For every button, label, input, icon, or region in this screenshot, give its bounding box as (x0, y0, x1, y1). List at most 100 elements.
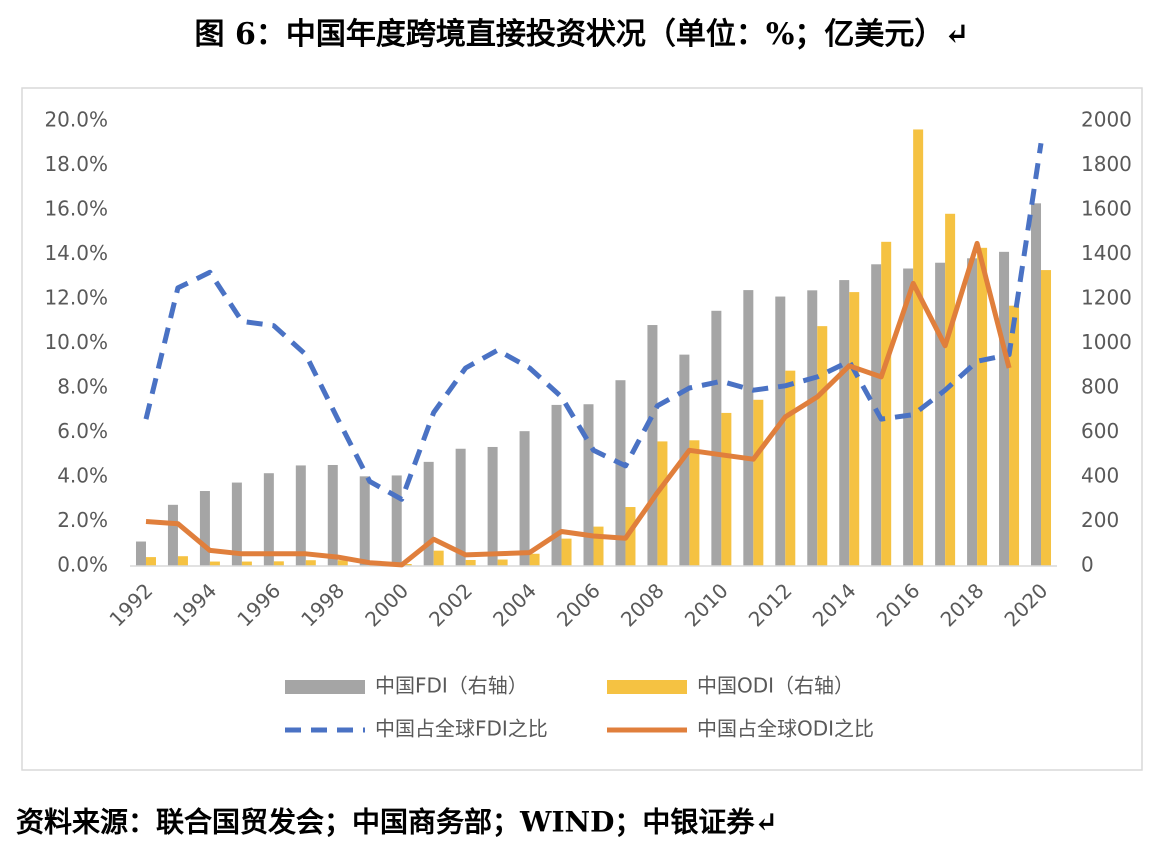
line-series (143, 142, 1044, 502)
y2-tick-label: 1600 (1081, 197, 1132, 221)
bar (753, 399, 764, 566)
x-tick-label: 2000 (360, 578, 413, 631)
x-tick-label: 2008 (616, 578, 669, 631)
bar (775, 296, 786, 566)
x-tick-label: 2014 (808, 578, 861, 631)
chart-title: 图 6：中国年度跨境直接投资状况（单位：%；亿美元）↵ (195, 17, 970, 52)
legend-swatch (285, 680, 365, 694)
bar (977, 247, 988, 566)
bar (305, 560, 316, 566)
bar (337, 560, 348, 566)
bar (167, 504, 178, 566)
bar (241, 561, 252, 566)
bar (423, 461, 434, 566)
bar (615, 380, 626, 566)
bar (647, 325, 658, 566)
x-tick-label: 2012 (744, 578, 797, 631)
bar (881, 241, 892, 566)
bar (465, 559, 476, 566)
bar (967, 258, 978, 566)
y2-tick-label: 400 (1081, 464, 1119, 488)
bar (817, 326, 828, 566)
bar (391, 475, 402, 566)
legend-label: 中国占全球FDI之比 (375, 717, 548, 741)
y2-tick-label: 1800 (1081, 152, 1132, 176)
bar (519, 431, 530, 566)
bar (273, 561, 284, 566)
y2-tick-label: 2000 (1081, 108, 1132, 132)
source-note: 资料来源：联合国贸发会；中国商务部；WIND；中银证券↵ (16, 806, 778, 839)
bar (657, 441, 668, 566)
y-tick-label: 0.0% (57, 553, 108, 577)
bar (551, 404, 562, 566)
y2-tick-label: 1200 (1081, 286, 1132, 310)
x-tick-label: 1996 (232, 578, 285, 631)
x-tick-label: 1998 (296, 578, 349, 631)
bar (1031, 203, 1042, 566)
bar (935, 262, 946, 566)
y2-tick-label: 800 (1081, 375, 1119, 399)
bar (785, 370, 796, 566)
bar (295, 465, 306, 566)
x-tick-label: 2004 (488, 578, 541, 631)
bar (1009, 305, 1020, 566)
x-tick-label: 2020 (999, 578, 1052, 631)
bar (327, 464, 338, 566)
y2-tick-label: 0 (1081, 553, 1094, 577)
y-tick-label: 18.0% (44, 152, 108, 176)
y-tick-label: 12.0% (44, 286, 108, 310)
bar (497, 559, 508, 566)
bar (1041, 270, 1052, 566)
y2-tick-label: 1400 (1081, 241, 1132, 265)
x-tick-label: 2006 (552, 578, 605, 631)
y2-tick-label: 600 (1081, 419, 1119, 443)
y-tick-label: 16.0% (44, 197, 108, 221)
bar (199, 491, 210, 566)
y-tick-label: 8.0% (57, 375, 108, 399)
bar (529, 553, 540, 566)
bar (231, 482, 242, 566)
bar (689, 440, 700, 566)
bar (807, 290, 818, 566)
x-tick-label: 2016 (872, 578, 925, 631)
bar (263, 473, 274, 566)
bar (583, 404, 594, 566)
bar (359, 476, 370, 566)
bar (945, 213, 956, 566)
bar (593, 526, 604, 566)
bar (849, 292, 860, 566)
bar (721, 412, 732, 566)
bar (209, 561, 220, 566)
bar (145, 557, 156, 566)
chart-frame (21, 87, 1143, 771)
bar (455, 448, 466, 566)
y-tick-label: 2.0% (57, 508, 108, 532)
bar (999, 251, 1010, 566)
bar (839, 280, 850, 566)
bar (561, 538, 572, 566)
x-tick-label: 2018 (936, 578, 989, 631)
y-tick-label: 14.0% (44, 241, 108, 265)
line-series (145, 240, 1012, 568)
bar (487, 446, 498, 566)
bar (135, 541, 146, 566)
legend-label: 中国FDI（右轴） (375, 674, 528, 698)
legend-label: 中国ODI（右轴） (697, 674, 854, 698)
y-tick-label: 4.0% (57, 464, 108, 488)
x-tick-label: 2010 (680, 578, 733, 631)
bar (913, 129, 924, 566)
y-tick-label: 20.0% (44, 108, 108, 132)
bar (401, 563, 412, 566)
y2-tick-label: 1000 (1081, 330, 1132, 354)
y2-tick-label: 200 (1081, 508, 1119, 532)
legend-swatch (607, 680, 687, 694)
bar (625, 507, 636, 566)
bar (711, 310, 722, 566)
bar (743, 290, 754, 566)
x-tick-label: 1994 (168, 578, 221, 631)
legend-label: 中国占全球ODI之比 (697, 717, 874, 741)
bar (177, 556, 188, 566)
y-tick-label: 6.0% (57, 419, 108, 443)
x-tick-label: 2002 (424, 578, 477, 631)
